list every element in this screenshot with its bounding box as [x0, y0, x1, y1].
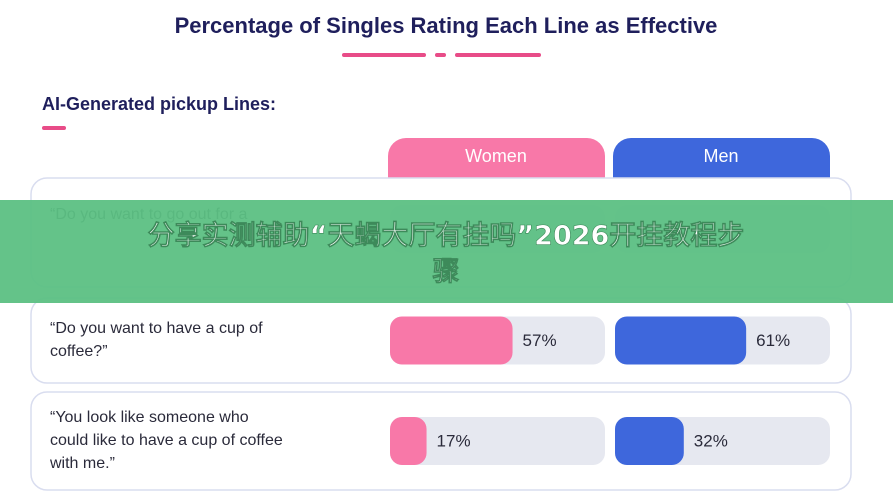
- column-header: Men: [703, 146, 738, 166]
- title-underline: [435, 53, 446, 57]
- value-label: 17%: [437, 431, 471, 450]
- column-tab: [613, 138, 830, 180]
- quote-line: “You look like someone who: [50, 409, 249, 426]
- bar: [390, 316, 513, 365]
- title-underline: [455, 53, 541, 57]
- quote-line: with me.”: [49, 455, 115, 472]
- subtitle: AI-Generated pickup Lines:: [42, 94, 276, 114]
- title-underline: [342, 53, 426, 57]
- banner-text: 分享实测辅助“天蝎大厅有挂吗”2026开挂教程步: [148, 220, 745, 252]
- banner: [0, 200, 893, 303]
- quote-line: could like to have a cup of coffee: [50, 432, 283, 449]
- bar: [390, 417, 427, 465]
- bar: [615, 417, 684, 465]
- column-tab: [388, 138, 605, 180]
- value-label: 32%: [694, 431, 728, 450]
- quote-line: “Do you want to have a cup of: [50, 320, 263, 337]
- quote-line: coffee?”: [50, 343, 108, 360]
- subtitle-underline: [42, 126, 66, 130]
- value-label: 61%: [756, 331, 790, 350]
- title: Percentage of Singles Rating Each Line a…: [175, 13, 718, 38]
- bar: [615, 316, 747, 365]
- bar-track: [390, 417, 605, 465]
- value-label: 57%: [523, 331, 557, 350]
- banner-text: 骤: [433, 257, 460, 288]
- column-header: Women: [465, 146, 527, 166]
